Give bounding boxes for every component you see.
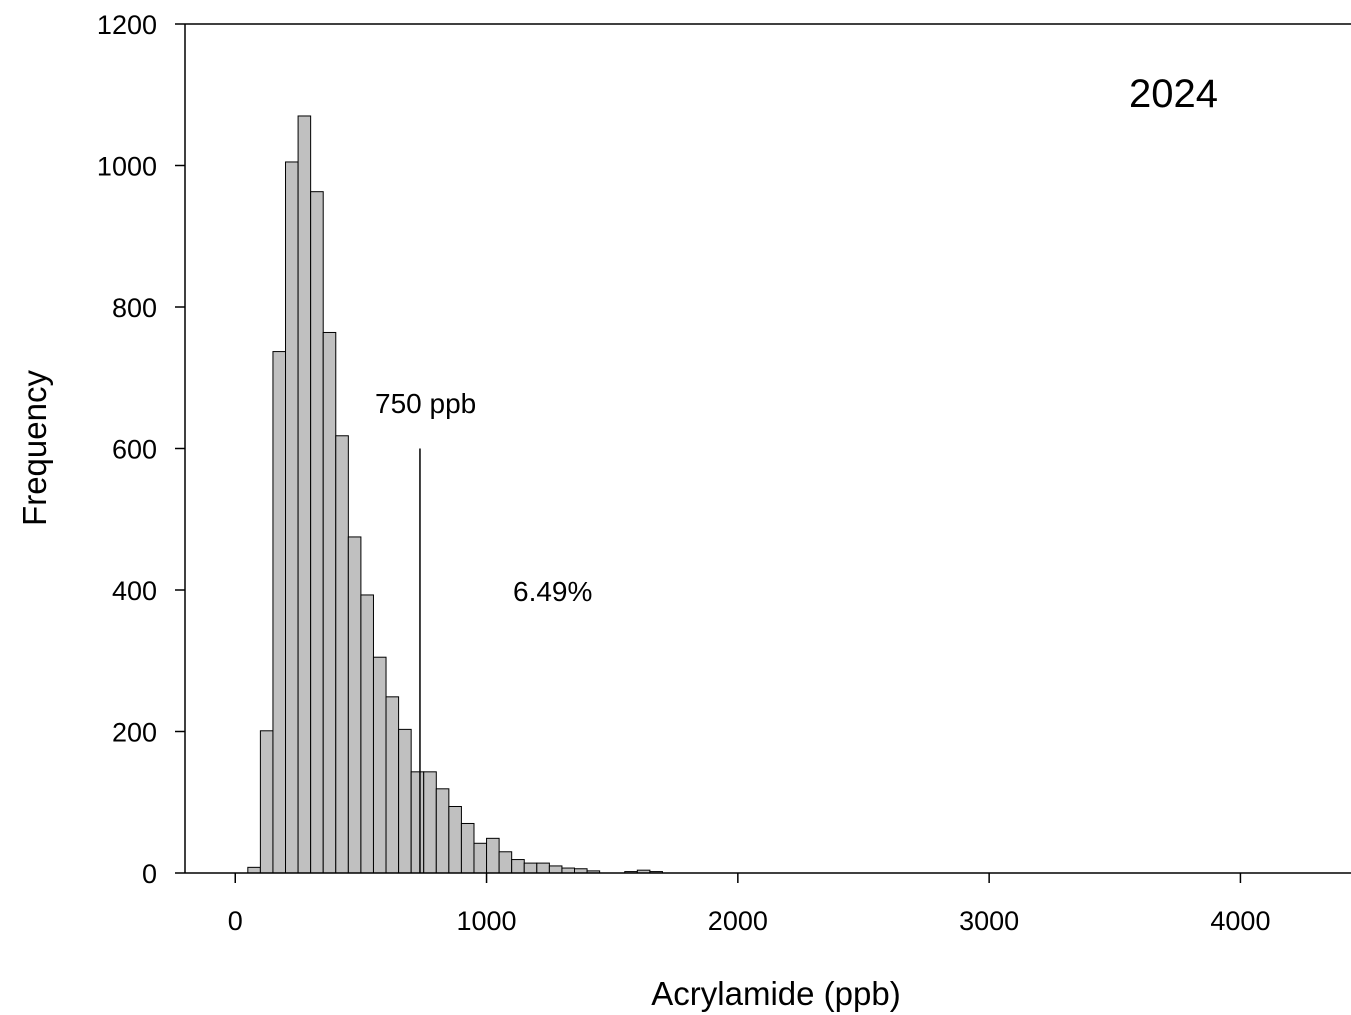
histogram-bar xyxy=(272,351,287,874)
histogram-bar xyxy=(523,862,538,874)
y-tick-label: 1000 xyxy=(97,152,157,182)
x-tick-label: 0 xyxy=(228,906,243,936)
histogram-bar xyxy=(498,851,513,874)
percent-above-threshold-label: 6.49% xyxy=(513,576,592,607)
histogram-bar xyxy=(247,866,261,874)
x-tick-label: 4000 xyxy=(1210,906,1270,936)
histogram-bar xyxy=(347,536,362,874)
year-label: 2024 xyxy=(1129,72,1218,116)
histogram-bar xyxy=(486,837,500,874)
histogram-bar xyxy=(335,435,349,874)
histogram-bar xyxy=(385,696,400,874)
x-tick-label: 1000 xyxy=(457,906,517,936)
histogram-bar xyxy=(310,191,324,874)
y-tick-label: 800 xyxy=(112,293,157,323)
histogram-bar xyxy=(322,331,337,874)
histogram-bar xyxy=(372,656,387,874)
histogram-bars xyxy=(247,115,663,874)
y-tick-label: 200 xyxy=(112,718,157,748)
axes: 0 200 400 600 800 1000 1200 0 1000 2000 3000 4000 xyxy=(97,10,1351,936)
y-tick-label: 400 xyxy=(112,576,157,606)
y-tick-label: 1200 xyxy=(97,10,157,40)
histogram-bar xyxy=(536,862,550,874)
histogram-bar xyxy=(285,161,299,874)
histogram-bar xyxy=(473,842,488,874)
histogram-bar xyxy=(259,730,274,874)
histogram-bar xyxy=(511,859,525,874)
histogram-bar xyxy=(297,115,312,874)
y-tick-label: 0 xyxy=(142,859,157,889)
x-axis-title: Acrylamide (ppb) xyxy=(651,975,900,1012)
threshold-label: 750 ppb xyxy=(375,388,476,419)
y-tick-label: 600 xyxy=(112,435,157,465)
x-tick-label: 3000 xyxy=(959,906,1019,936)
histogram-bar xyxy=(360,594,374,874)
histogram-bar xyxy=(410,771,425,874)
x-tick-label: 2000 xyxy=(708,906,768,936)
y-axis-title: Frequency xyxy=(16,370,53,526)
histogram-bar xyxy=(460,822,475,874)
histogram-bar xyxy=(448,805,462,874)
histogram-bar xyxy=(548,865,563,874)
histogram-bar xyxy=(398,728,412,874)
histogram-bar xyxy=(423,771,437,874)
histogram-bar xyxy=(435,788,450,874)
